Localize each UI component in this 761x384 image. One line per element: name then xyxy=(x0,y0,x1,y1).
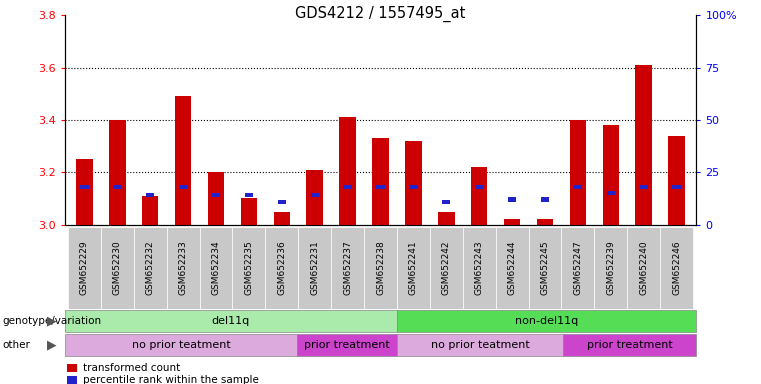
Bar xyxy=(442,200,451,204)
Text: genotype/variation: genotype/variation xyxy=(2,316,101,326)
Bar xyxy=(364,227,397,309)
Text: GSM652247: GSM652247 xyxy=(573,240,582,295)
Text: prior treatment: prior treatment xyxy=(304,340,390,350)
Bar xyxy=(199,227,232,309)
Text: GSM652242: GSM652242 xyxy=(442,241,451,295)
Bar xyxy=(274,212,290,225)
Bar xyxy=(245,193,253,197)
Bar xyxy=(76,159,93,225)
Bar xyxy=(397,310,696,332)
Bar xyxy=(463,227,495,309)
Bar xyxy=(475,185,483,189)
Text: GSM652238: GSM652238 xyxy=(376,240,385,295)
Text: GDS4212 / 1557495_at: GDS4212 / 1557495_at xyxy=(295,6,466,22)
Bar xyxy=(603,125,619,225)
Bar xyxy=(495,227,529,309)
Text: GSM652234: GSM652234 xyxy=(212,240,221,295)
Bar xyxy=(101,227,134,309)
Bar xyxy=(471,167,487,225)
Bar xyxy=(594,227,627,309)
Bar xyxy=(570,120,586,225)
Bar xyxy=(142,196,158,225)
Text: del11q: del11q xyxy=(212,316,250,326)
Bar xyxy=(339,118,356,225)
Text: GSM652239: GSM652239 xyxy=(607,240,616,295)
Text: GSM652233: GSM652233 xyxy=(179,240,188,295)
Bar xyxy=(331,227,364,309)
Bar xyxy=(529,227,562,309)
Bar xyxy=(639,185,648,189)
Bar xyxy=(563,334,696,356)
Bar xyxy=(113,185,122,189)
Text: percentile rank within the sample: percentile rank within the sample xyxy=(83,375,259,384)
Bar xyxy=(175,96,191,225)
Text: non-del11q: non-del11q xyxy=(515,316,578,326)
Bar xyxy=(504,219,521,225)
Bar xyxy=(240,199,257,225)
Bar xyxy=(208,172,224,225)
Bar xyxy=(179,185,187,189)
Bar xyxy=(537,219,553,225)
Bar xyxy=(298,334,397,356)
Text: GSM652231: GSM652231 xyxy=(310,240,319,295)
Text: other: other xyxy=(2,340,30,350)
Bar xyxy=(607,191,615,195)
Bar xyxy=(635,65,652,225)
Text: GSM652245: GSM652245 xyxy=(540,240,549,295)
Bar xyxy=(307,170,323,225)
Bar xyxy=(266,227,298,309)
Text: GSM652237: GSM652237 xyxy=(343,240,352,295)
Bar xyxy=(397,227,430,309)
Text: prior treatment: prior treatment xyxy=(587,340,673,350)
Text: transformed count: transformed count xyxy=(83,363,180,373)
Bar xyxy=(668,136,685,225)
Bar xyxy=(68,227,101,309)
Text: GSM652232: GSM652232 xyxy=(145,240,154,295)
Bar xyxy=(430,227,463,309)
Text: GSM652230: GSM652230 xyxy=(113,240,122,295)
Bar xyxy=(81,185,88,189)
Bar xyxy=(65,310,397,332)
Bar xyxy=(310,193,319,197)
Bar xyxy=(438,212,454,225)
Text: GSM652240: GSM652240 xyxy=(639,240,648,295)
Bar xyxy=(167,227,199,309)
Bar xyxy=(405,141,422,225)
Text: GSM652246: GSM652246 xyxy=(672,240,681,295)
Text: ▶: ▶ xyxy=(47,314,57,328)
Bar xyxy=(109,120,126,225)
Bar xyxy=(541,197,549,202)
Bar xyxy=(660,227,693,309)
Bar xyxy=(343,185,352,189)
Text: GSM652241: GSM652241 xyxy=(409,240,418,295)
Text: no prior teatment: no prior teatment xyxy=(132,340,231,350)
Bar xyxy=(372,138,389,225)
Text: no prior teatment: no prior teatment xyxy=(431,340,530,350)
Bar xyxy=(134,227,167,309)
Bar xyxy=(673,185,680,189)
Text: GSM652244: GSM652244 xyxy=(508,241,517,295)
Bar xyxy=(377,185,384,189)
Text: GSM652243: GSM652243 xyxy=(475,240,484,295)
Text: ▶: ▶ xyxy=(47,339,57,352)
Bar xyxy=(397,334,563,356)
Bar xyxy=(232,227,266,309)
Bar xyxy=(574,185,582,189)
Bar xyxy=(146,193,154,197)
Bar xyxy=(562,227,594,309)
Bar xyxy=(278,200,286,204)
Bar xyxy=(65,334,298,356)
Text: GSM652229: GSM652229 xyxy=(80,240,89,295)
Bar xyxy=(298,227,331,309)
Bar xyxy=(409,185,418,189)
Text: GSM652236: GSM652236 xyxy=(277,240,286,295)
Bar xyxy=(627,227,660,309)
Text: GSM652235: GSM652235 xyxy=(244,240,253,295)
Bar xyxy=(508,197,516,202)
Bar xyxy=(212,193,220,197)
